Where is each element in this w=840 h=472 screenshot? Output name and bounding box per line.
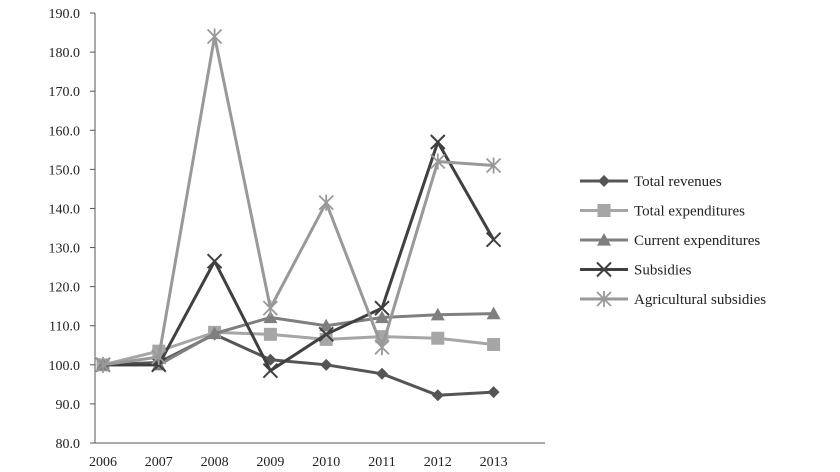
x-tick-label: 2007 — [145, 455, 173, 470]
data-point — [319, 318, 334, 332]
x-tick-label: 2008 — [201, 455, 229, 470]
x-tick-label: 2011 — [368, 455, 395, 470]
y-tick-label: 80.0 — [56, 437, 81, 452]
series-line — [102, 34, 494, 367]
data-point — [320, 358, 333, 371]
x-axis: 2006 2007 2008 2009 2010 2011 2012 2013 — [89, 442, 545, 470]
data-point — [95, 356, 111, 373]
legend-item: Current expenditures — [580, 233, 760, 249]
data-point — [262, 362, 279, 379]
y-tick-label: 110.0 — [49, 320, 80, 335]
legend-marker — [597, 204, 611, 217]
x-tick-label: 2013 — [480, 455, 508, 470]
series-line — [102, 332, 494, 397]
legend-marker — [596, 261, 612, 278]
series-lines — [95, 28, 502, 402]
series-line — [103, 140, 495, 373]
data-point — [376, 367, 388, 380]
x-tick-label: 2006 — [89, 455, 117, 470]
data-point — [263, 310, 278, 324]
y-tick-label: 140.0 — [49, 202, 81, 217]
x-tick-label: 2009 — [256, 455, 284, 470]
legend: Total revenues Total expenditures Current … — [580, 174, 766, 308]
data-point — [318, 194, 334, 211]
data-point — [485, 157, 502, 174]
data-point — [431, 331, 445, 345]
data-point — [486, 306, 501, 320]
data-point — [430, 307, 445, 321]
x-tick-label: 2010 — [312, 455, 340, 470]
data-point — [262, 300, 279, 317]
legend-marker — [598, 175, 610, 187]
legend-marker — [597, 233, 611, 246]
legend-label: Subsidies — [634, 263, 692, 279]
legend-item: Subsidies — [580, 261, 692, 279]
y-tick-label: 100.0 — [49, 359, 81, 374]
legend-label: Current expenditures — [634, 233, 760, 249]
legend-item: Total revenues — [580, 174, 722, 190]
data-point — [485, 232, 502, 248]
data-point — [151, 349, 167, 365]
legend-label: Total revenues — [634, 174, 722, 190]
data-point — [430, 153, 446, 170]
y-tick-label: 190.0 — [49, 7, 81, 22]
series-agricultural-subsidies — [95, 28, 502, 373]
legend-item: Agricultural subsidies — [580, 291, 766, 308]
legend-marker — [596, 291, 612, 307]
data-point — [487, 386, 500, 399]
y-tick-label: 170.0 — [49, 85, 81, 100]
data-point — [207, 326, 222, 340]
legend-item: Total expenditures — [580, 204, 745, 220]
data-point — [374, 300, 390, 316]
data-point — [430, 134, 446, 150]
data-point — [374, 339, 390, 356]
data-point — [318, 326, 334, 343]
y-tick-label: 160.0 — [49, 124, 81, 139]
y-axis: 80.0 90.0 100.0 110.0 120.0 130.0 140.0 150.0 16… — [49, 7, 96, 452]
data-point — [206, 28, 223, 45]
x-tick-label: 2012 — [424, 455, 452, 470]
y-tick-label: 120.0 — [49, 281, 81, 296]
data-point — [487, 337, 501, 351]
legend-label: Agricultural subsidies — [634, 292, 766, 308]
y-tick-label: 130.0 — [49, 242, 81, 257]
legend-label: Total expenditures — [634, 204, 745, 220]
y-tick-label: 150.0 — [49, 163, 81, 178]
data-point — [375, 310, 389, 324]
data-point — [431, 389, 444, 402]
y-tick-label: 90.0 — [56, 398, 81, 413]
series-line — [103, 312, 494, 367]
data-point — [206, 253, 223, 269]
y-tick-label: 180.0 — [49, 46, 81, 61]
data-point — [263, 327, 277, 341]
